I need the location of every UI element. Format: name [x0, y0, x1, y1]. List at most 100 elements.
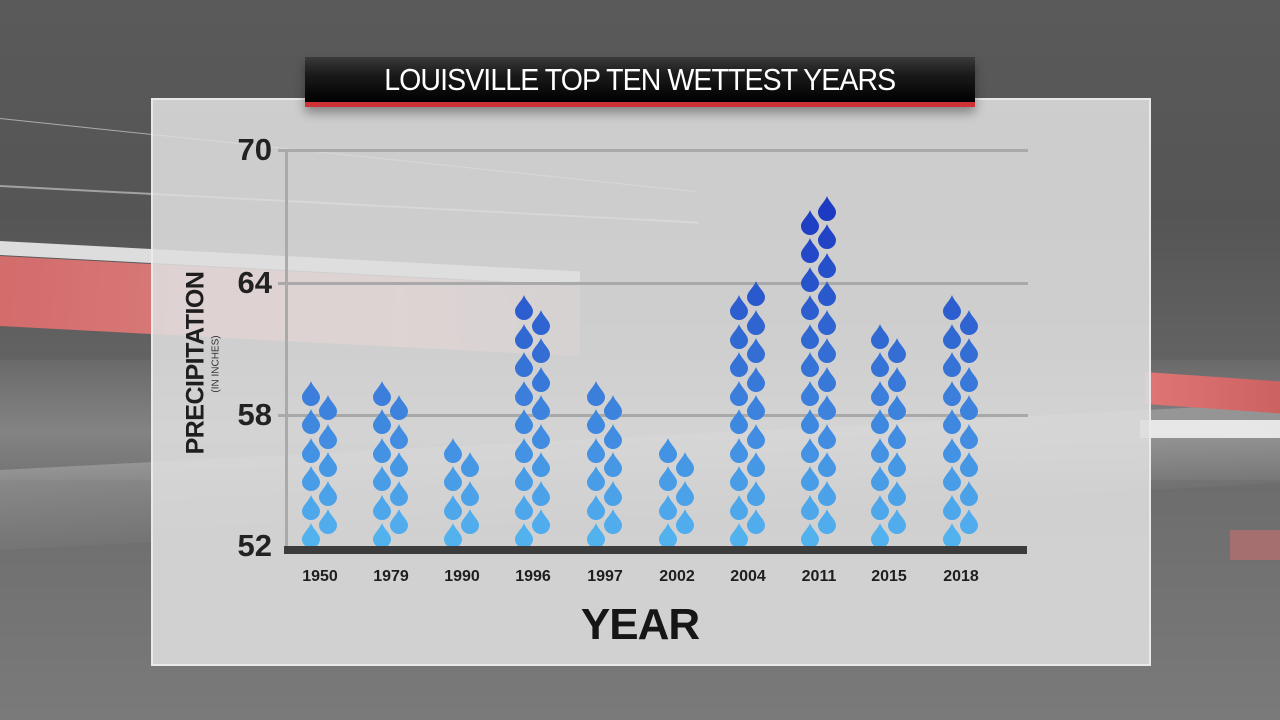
raindrop-icon: [532, 395, 550, 420]
raindrop-icon: [730, 494, 748, 520]
x-tick-label: 2015: [871, 568, 907, 585]
raindrop-icon: [730, 466, 748, 491]
raindrop-icon: [515, 494, 533, 520]
raindrop-icon: [302, 409, 320, 434]
raindrop-icon: [515, 523, 533, 548]
raindrop-icon: [960, 509, 978, 534]
raindrop-icon: [888, 338, 906, 363]
background-streak: [1140, 420, 1280, 438]
raindrop-icon: [801, 523, 819, 548]
raindrop-icon: [604, 480, 622, 506]
raindrop-icon: [532, 452, 550, 477]
raindrop-icon: [888, 480, 906, 506]
raindrop-icon: [943, 409, 961, 434]
raindrop-icon: [960, 366, 978, 392]
raindrop-icon: [747, 338, 765, 363]
raindrop-icon: [801, 409, 819, 434]
raindrop-icon: [747, 309, 765, 335]
raindrop-icon: [801, 494, 819, 520]
raindrop-icon: [943, 352, 961, 377]
raindrop-icon: [676, 480, 694, 506]
x-tick-label: 2011: [801, 568, 837, 585]
raindrop-icon: [888, 366, 906, 392]
raindrop-icon: [730, 380, 748, 406]
raindrop-icon: [871, 352, 889, 377]
raindrop-icon: [818, 480, 836, 506]
x-tick-label: 1950: [302, 568, 338, 585]
raindrop-icon: [730, 295, 748, 320]
raindrop-icon: [319, 452, 337, 477]
x-axis-line: [284, 546, 1027, 554]
raindrop-icon: [676, 509, 694, 534]
raindrop-icon: [319, 395, 337, 420]
raindrop-icon: [532, 423, 550, 449]
raindrop-icon: [444, 523, 462, 548]
y-tick-label: 70: [237, 132, 272, 167]
raindrop-icon: [390, 423, 408, 449]
y-tick-label: 64: [237, 264, 272, 300]
raindrop-icon: [604, 395, 622, 420]
chart-panel: [151, 98, 1151, 666]
raindrop-icon: [943, 466, 961, 491]
raindrop-icon: [461, 509, 479, 534]
raindrop-icon: [515, 437, 533, 463]
raindrop-icon: [871, 523, 889, 548]
raindrop-icon: [390, 509, 408, 534]
raindrop-icon: [943, 295, 961, 320]
raindrop-icon: [943, 523, 961, 548]
raindrop-icon: [960, 423, 978, 449]
raindrop-icon: [604, 452, 622, 477]
raindrop-icon: [390, 480, 408, 506]
raindrop-icon: [888, 395, 906, 420]
raindrop-icon: [659, 523, 677, 548]
raindrop-icon: [730, 523, 748, 548]
raindrop-icon: [871, 437, 889, 463]
raindrop-icon: [390, 452, 408, 477]
raindrop-icon: [515, 323, 533, 349]
raindrop-icon: [302, 466, 320, 491]
raindrop-icon: [587, 523, 605, 548]
y-tick-label: 58: [237, 397, 272, 433]
raindrop-icon: [515, 409, 533, 434]
raindrop-icon: [676, 452, 694, 477]
raindrop-icon: [888, 423, 906, 449]
raindrop-icon: [373, 380, 391, 406]
raindrop-icon: [302, 380, 320, 406]
raindrop-icon: [373, 523, 391, 548]
raindrop-icon: [319, 509, 337, 534]
raindrop-icon: [818, 452, 836, 477]
raindrop-icon: [801, 352, 819, 377]
y-tick-label: 52: [237, 528, 272, 563]
raindrop-icon: [888, 452, 906, 477]
gridline: [278, 414, 1028, 418]
raindrop-icon: [801, 323, 819, 349]
chart-title: LOUISVILLE TOP TEN WETTEST YEARS: [384, 61, 896, 97]
title-bar: LOUISVILLE TOP TEN WETTEST YEARS: [305, 57, 975, 107]
raindrop-icon: [302, 437, 320, 463]
raindrop-icon: [532, 366, 550, 392]
raindrop-icon: [515, 466, 533, 491]
raindrop-icon: [818, 366, 836, 392]
raindrop-icon: [319, 423, 337, 449]
y-axis-subtitle: (IN INCHES): [210, 335, 222, 393]
raindrop-icon: [730, 352, 748, 377]
raindrop-icon: [587, 466, 605, 491]
raindrop-icon: [587, 437, 605, 463]
raindrop-icon: [659, 494, 677, 520]
raindrop-icon: [747, 509, 765, 534]
gridline: [278, 149, 1028, 152]
x-axis-title: YEAR: [580, 600, 700, 649]
raindrop-icon: [801, 466, 819, 491]
raindrop-icon: [587, 409, 605, 434]
raindrop-icon: [461, 452, 479, 477]
raindrop-icon: [444, 494, 462, 520]
y-axis-line: [285, 150, 288, 548]
raindrop-icon: [747, 452, 765, 477]
raindrop-icon: [532, 480, 550, 506]
raindrop-icon: [943, 323, 961, 349]
raindrop-icon: [373, 494, 391, 520]
raindrop-icon: [818, 195, 836, 221]
raindrop-icon: [747, 423, 765, 449]
raindrop-icon: [373, 409, 391, 434]
